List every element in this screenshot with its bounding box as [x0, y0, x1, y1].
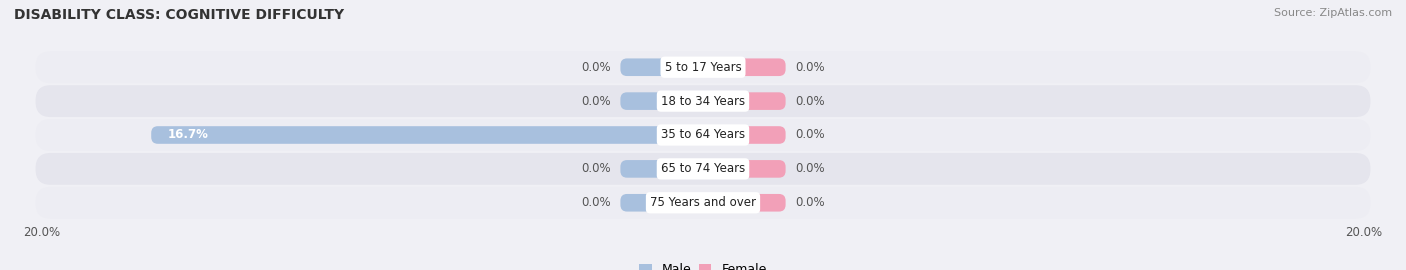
- Text: 0.0%: 0.0%: [796, 94, 825, 108]
- FancyBboxPatch shape: [703, 126, 786, 144]
- Text: 0.0%: 0.0%: [796, 129, 825, 141]
- Text: DISABILITY CLASS: COGNITIVE DIFFICULTY: DISABILITY CLASS: COGNITIVE DIFFICULTY: [14, 8, 344, 22]
- Text: 0.0%: 0.0%: [796, 196, 825, 209]
- Text: 0.0%: 0.0%: [581, 61, 610, 74]
- FancyBboxPatch shape: [620, 160, 703, 178]
- FancyBboxPatch shape: [620, 92, 703, 110]
- Text: 0.0%: 0.0%: [796, 162, 825, 176]
- Text: 0.0%: 0.0%: [796, 61, 825, 74]
- Legend: Male, Female: Male, Female: [634, 258, 772, 270]
- FancyBboxPatch shape: [703, 194, 786, 212]
- FancyBboxPatch shape: [35, 51, 1371, 83]
- FancyBboxPatch shape: [35, 153, 1371, 185]
- FancyBboxPatch shape: [620, 194, 703, 212]
- Text: 16.7%: 16.7%: [167, 129, 208, 141]
- FancyBboxPatch shape: [703, 58, 786, 76]
- FancyBboxPatch shape: [703, 160, 786, 178]
- Text: 0.0%: 0.0%: [581, 162, 610, 176]
- Text: Source: ZipAtlas.com: Source: ZipAtlas.com: [1274, 8, 1392, 18]
- FancyBboxPatch shape: [35, 187, 1371, 219]
- FancyBboxPatch shape: [152, 126, 703, 144]
- Text: 65 to 74 Years: 65 to 74 Years: [661, 162, 745, 176]
- FancyBboxPatch shape: [35, 119, 1371, 151]
- Text: 0.0%: 0.0%: [581, 196, 610, 209]
- Text: 35 to 64 Years: 35 to 64 Years: [661, 129, 745, 141]
- FancyBboxPatch shape: [620, 58, 703, 76]
- Text: 5 to 17 Years: 5 to 17 Years: [665, 61, 741, 74]
- Text: 75 Years and over: 75 Years and over: [650, 196, 756, 209]
- FancyBboxPatch shape: [703, 92, 786, 110]
- Text: 0.0%: 0.0%: [581, 94, 610, 108]
- Text: 18 to 34 Years: 18 to 34 Years: [661, 94, 745, 108]
- FancyBboxPatch shape: [35, 85, 1371, 117]
